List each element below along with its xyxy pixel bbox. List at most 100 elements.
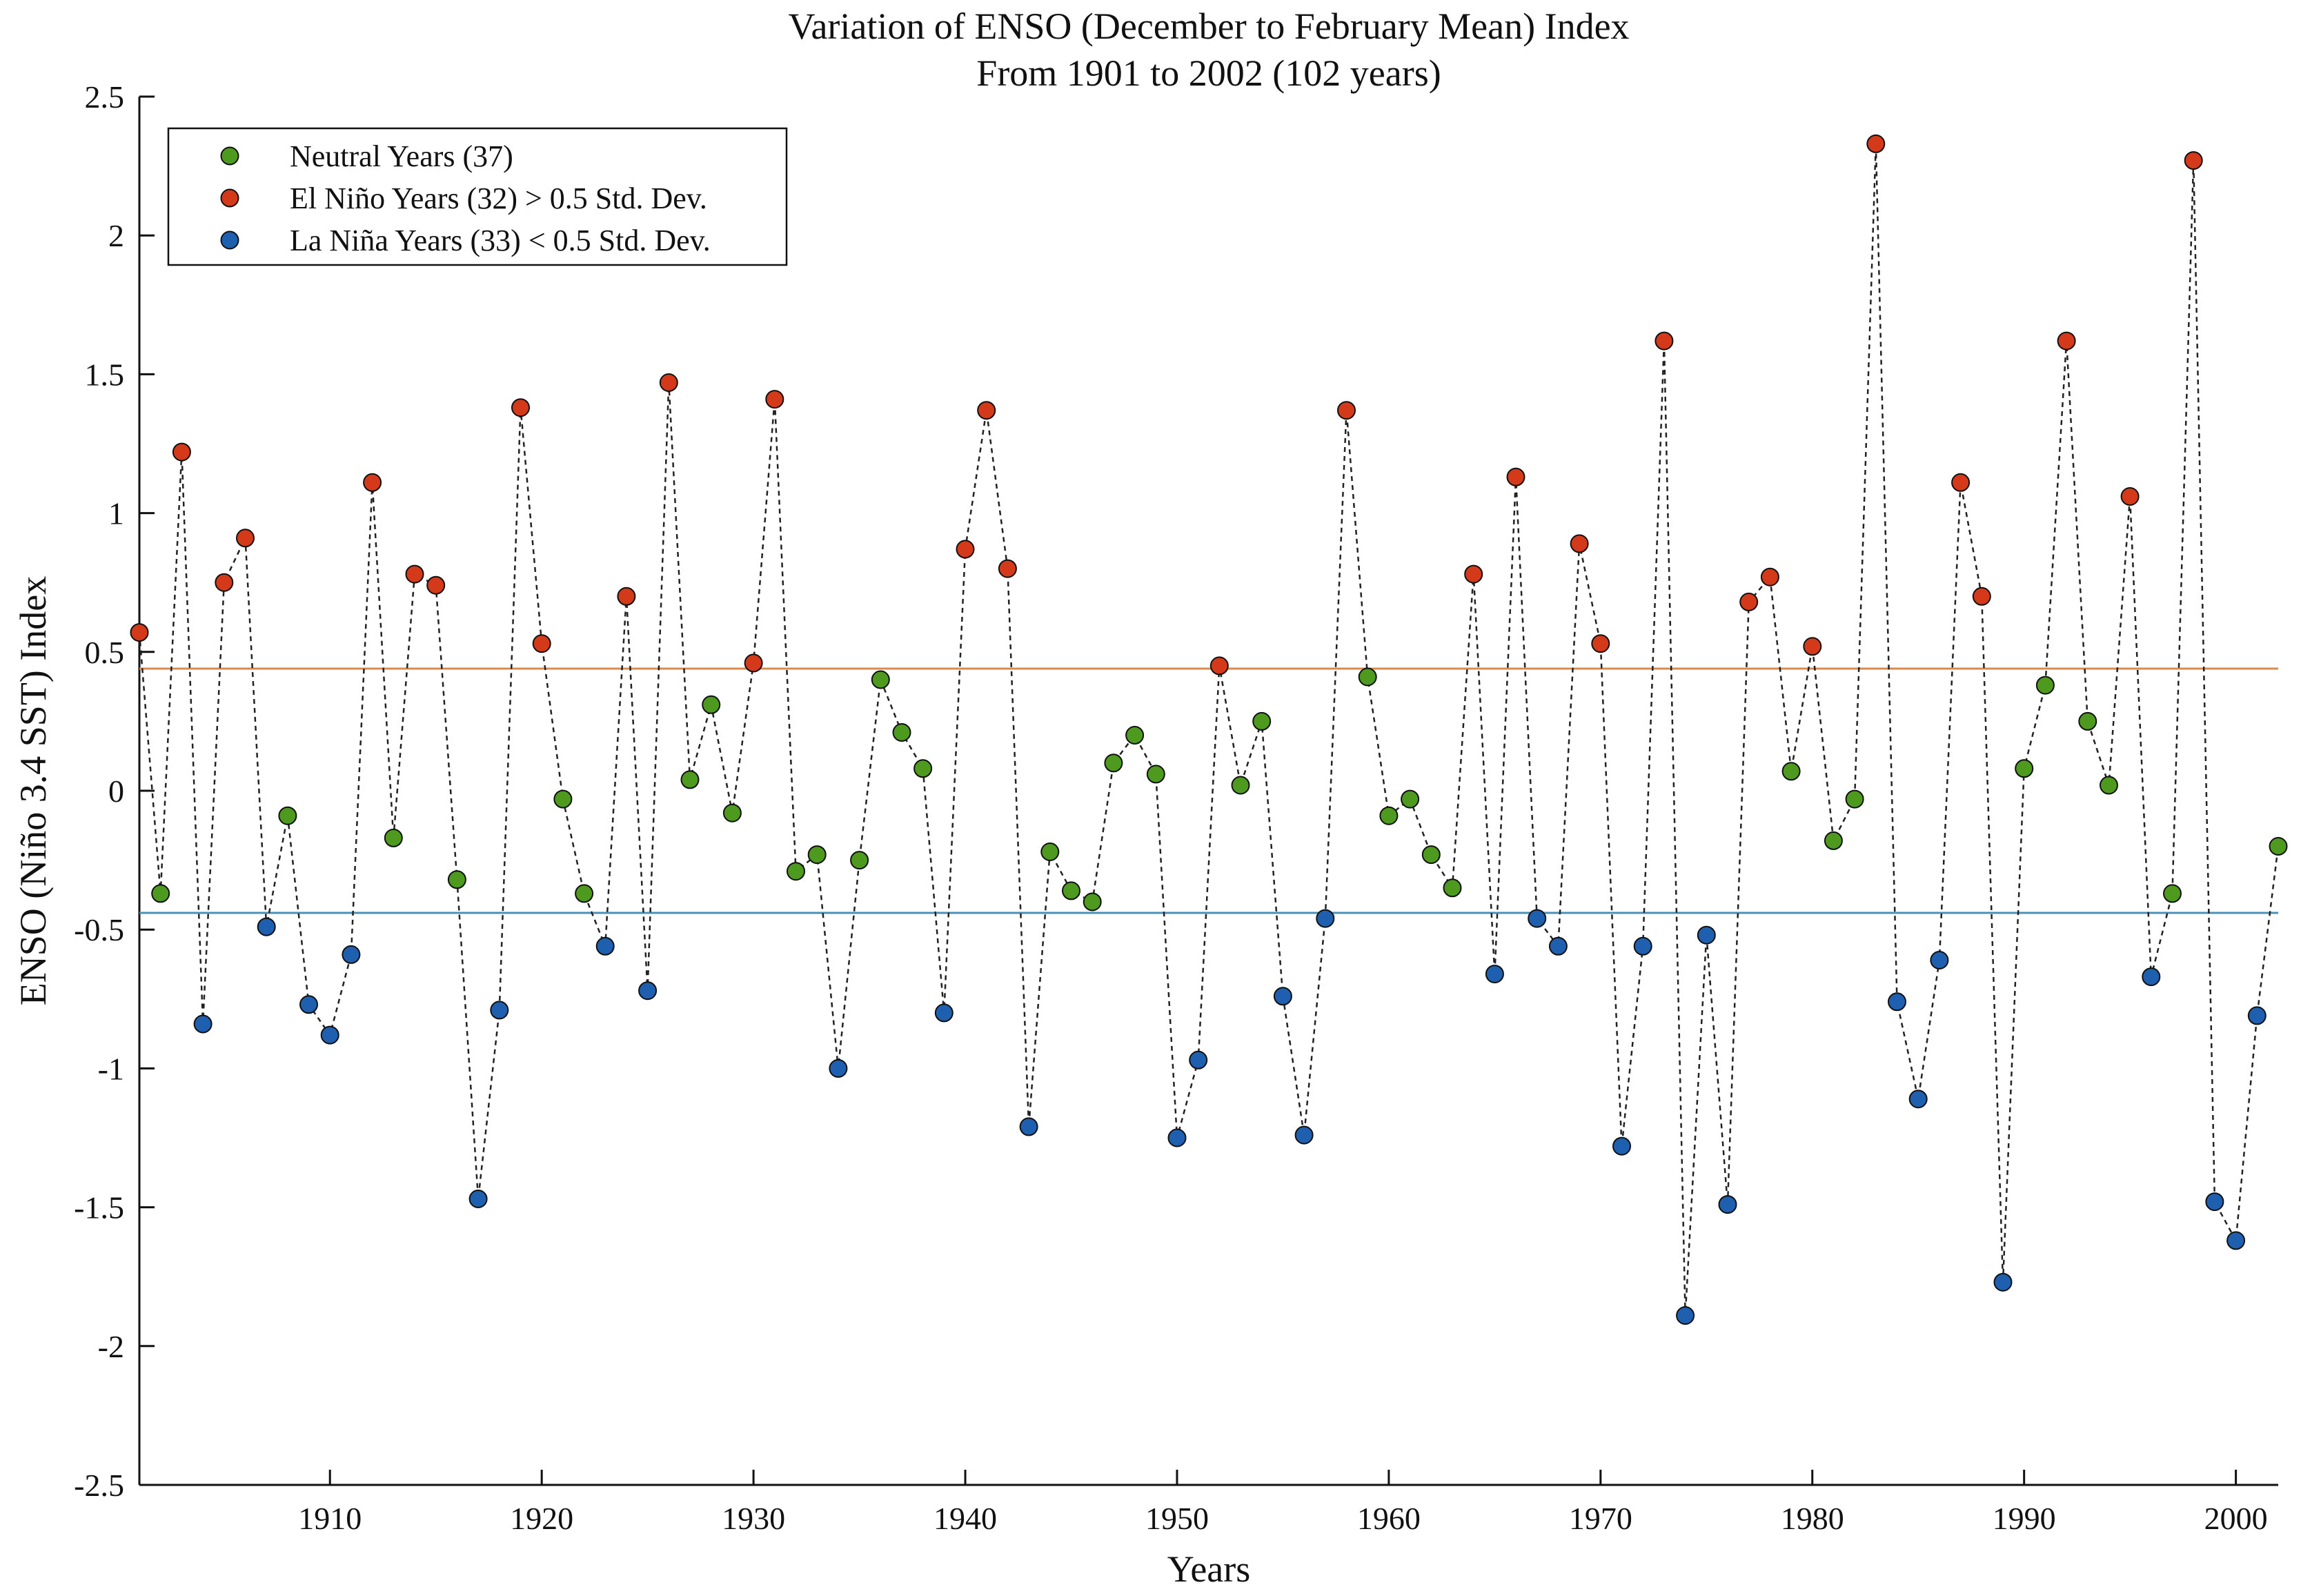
data-point-neutral — [1104, 753, 1123, 773]
x-tick-label: 1920 — [510, 1501, 573, 1536]
chart-subtitle: From 1901 to 2002 (102 years) — [976, 52, 1441, 94]
data-point-lanina — [2226, 1231, 2246, 1250]
data-point-lanina — [299, 995, 318, 1014]
data-point-neutral — [553, 789, 573, 809]
data-point-lanina — [595, 936, 615, 956]
data-point-neutral — [807, 845, 827, 865]
data-point-lanina — [342, 945, 361, 964]
data-point-neutral — [722, 803, 742, 822]
data-point-lanina — [1189, 1050, 1208, 1070]
data-points — [130, 134, 2288, 1325]
y-tick-label: -2.5 — [74, 1468, 124, 1503]
x-tick-label: 1950 — [1145, 1501, 1209, 1536]
data-point-neutral — [1083, 892, 1102, 912]
legend-marker-lanina — [220, 230, 239, 250]
x-tick-label: 1940 — [934, 1501, 997, 1536]
data-point-elnino — [1506, 467, 1525, 486]
legend-marker-elnino — [220, 188, 239, 208]
x-tick-label: 1970 — [1569, 1501, 1632, 1536]
data-point-neutral — [1824, 831, 1843, 850]
data-point-lanina — [1485, 965, 1504, 984]
data-point-lanina — [1528, 909, 1547, 928]
data-point-elnino — [1803, 637, 1822, 656]
data-point-neutral — [871, 670, 890, 689]
data-point-elnino — [744, 653, 763, 673]
data-point-elnino — [1655, 331, 1674, 351]
y-tick-label: 1 — [108, 496, 124, 531]
data-point-elnino — [2184, 151, 2203, 170]
data-point-elnino — [977, 401, 996, 420]
legend-box — [167, 127, 788, 266]
data-point-neutral — [575, 884, 594, 903]
x-ticks: 1910 1920 1930 1940 1950 1960 1970 1980 1990 2000 — [298, 1470, 2268, 1536]
data-point-neutral — [1062, 881, 1080, 900]
data-point-neutral — [2035, 676, 2055, 695]
data-point-elnino — [1337, 401, 1356, 420]
data-point-lanina — [468, 1190, 488, 1208]
plot-area: 2.5 2 1.5 1 0.5 0 -0.5 -1 -1.5 -2 -2.5 1910 1920 193… — [74, 79, 2288, 1536]
data-point-neutral — [1845, 789, 1864, 809]
data-point-neutral — [1358, 667, 1377, 687]
data-point-elnino — [215, 573, 234, 592]
data-point-elnino — [1760, 567, 1779, 587]
data-point-elnino — [532, 634, 551, 653]
data-point-lanina — [1167, 1128, 1187, 1147]
data-point-lanina — [1612, 1136, 1631, 1156]
legend-label-neutral: Neutral Years (37) — [290, 139, 513, 173]
data-point-lanina — [829, 1058, 848, 1078]
legend-label-lanina: La Niña Years (33) < 0.5 Std. Dev. — [290, 224, 711, 257]
data-point-neutral — [702, 695, 721, 714]
data-point-elnino — [659, 373, 678, 392]
x-tick-label: 1930 — [722, 1501, 785, 1536]
data-point-elnino — [2120, 487, 2140, 506]
x-axis-label: Years — [1167, 1548, 1251, 1590]
data-point-neutral — [1040, 843, 1060, 861]
data-point-lanina — [934, 1003, 954, 1023]
data-point-elnino — [426, 575, 446, 595]
data-point-elnino — [1972, 587, 1991, 606]
dashed-series-line — [138, 144, 2280, 1316]
data-point-elnino — [172, 442, 191, 462]
data-point-lanina — [490, 1001, 509, 1020]
data-point-neutral — [787, 862, 805, 881]
data-point-elnino — [405, 564, 424, 584]
data-point-elnino — [236, 529, 255, 548]
data-point-lanina — [1548, 936, 1568, 956]
data-point-elnino — [956, 540, 975, 559]
legend-marker-neutral — [220, 146, 239, 166]
y-tick-label: -2 — [98, 1329, 124, 1364]
data-point-neutral — [278, 806, 297, 825]
data-point-lanina — [1888, 992, 1906, 1012]
data-point-lanina — [1019, 1117, 1038, 1136]
data-point-elnino — [363, 473, 382, 492]
data-point-elnino — [130, 623, 149, 642]
data-point-elnino — [511, 398, 530, 417]
data-point-lanina — [2247, 1006, 2266, 1025]
y-tick-label: 0 — [108, 774, 124, 809]
data-point-neutral — [2078, 711, 2097, 731]
data-point-neutral — [892, 723, 911, 742]
data-point-elnino — [2057, 331, 2076, 351]
data-point-neutral — [2163, 884, 2182, 903]
data-point-elnino — [1866, 134, 1886, 153]
data-point-neutral — [1379, 806, 1399, 825]
data-point-elnino — [1739, 592, 1759, 611]
x-tick-label: 1990 — [1993, 1501, 2056, 1536]
data-point-lanina — [1930, 951, 1949, 969]
y-tick-label: 1.5 — [85, 357, 125, 392]
y-axis-label: ENSO (Niño 3.4 SST) Index — [12, 576, 54, 1005]
data-point-lanina — [2142, 967, 2161, 987]
data-point-elnino — [617, 587, 636, 606]
data-point-lanina — [1718, 1195, 1737, 1214]
y-tick-label: -0.5 — [74, 912, 124, 947]
data-point-lanina — [1697, 925, 1716, 945]
data-point-neutral — [1252, 711, 1272, 731]
data-point-elnino — [1951, 473, 1971, 492]
data-point-neutral — [447, 870, 466, 889]
data-point-neutral — [1401, 789, 1420, 809]
y-tick-label: 2.5 — [85, 79, 125, 115]
legend: Neutral Years (37) El Niño Years (32) > … — [167, 127, 788, 266]
data-point-neutral — [1125, 726, 1145, 745]
data-point-elnino — [1570, 534, 1589, 553]
